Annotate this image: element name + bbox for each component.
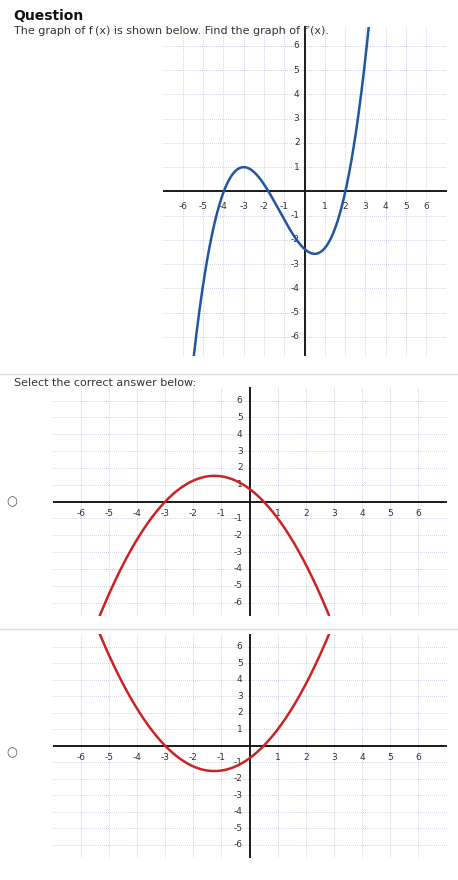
Text: -4: -4 xyxy=(133,510,142,518)
Text: -6: -6 xyxy=(76,753,85,762)
Text: -6: -6 xyxy=(178,202,187,211)
Text: 6: 6 xyxy=(415,510,421,518)
Text: -5: -5 xyxy=(104,510,114,518)
Text: 5: 5 xyxy=(237,413,243,422)
Text: 2: 2 xyxy=(294,138,300,147)
Text: -6: -6 xyxy=(234,598,243,607)
Text: -1: -1 xyxy=(290,211,300,220)
Text: -3: -3 xyxy=(234,791,243,800)
Text: -4: -4 xyxy=(291,284,300,293)
Text: 3: 3 xyxy=(363,202,368,211)
Text: 6: 6 xyxy=(423,202,429,211)
Text: -2: -2 xyxy=(260,202,268,211)
Text: 1: 1 xyxy=(294,163,300,172)
Text: -4: -4 xyxy=(234,564,243,574)
Text: -5: -5 xyxy=(104,753,114,762)
Text: 5: 5 xyxy=(387,753,393,762)
Text: 5: 5 xyxy=(387,510,393,518)
Text: 5: 5 xyxy=(294,66,300,75)
Text: Question: Question xyxy=(14,9,84,23)
Text: -6: -6 xyxy=(234,840,243,849)
Text: 4: 4 xyxy=(383,202,388,211)
Text: Select the correct answer below:: Select the correct answer below: xyxy=(14,378,196,388)
Text: -1: -1 xyxy=(234,758,243,766)
Text: -4: -4 xyxy=(234,807,243,817)
Text: -5: -5 xyxy=(199,202,207,211)
Text: 1: 1 xyxy=(275,510,281,518)
Text: 6: 6 xyxy=(237,642,243,651)
Text: -5: -5 xyxy=(234,824,243,832)
Text: -3: -3 xyxy=(161,753,170,762)
Text: 6: 6 xyxy=(294,41,300,50)
Text: 3: 3 xyxy=(294,114,300,123)
Text: ○: ○ xyxy=(6,495,17,508)
Text: -6: -6 xyxy=(76,510,85,518)
Text: 3: 3 xyxy=(331,753,337,762)
Text: -1: -1 xyxy=(217,510,226,518)
Text: 4: 4 xyxy=(360,510,365,518)
Text: 2: 2 xyxy=(237,708,243,717)
Text: -3: -3 xyxy=(239,202,248,211)
Text: 4: 4 xyxy=(360,753,365,762)
Text: -3: -3 xyxy=(161,510,170,518)
Text: 1: 1 xyxy=(237,480,243,489)
Text: 3: 3 xyxy=(237,692,243,700)
Text: -1: -1 xyxy=(217,753,226,762)
Text: -2: -2 xyxy=(234,531,243,539)
Text: 1: 1 xyxy=(322,202,328,211)
Text: -5: -5 xyxy=(234,581,243,590)
Text: -4: -4 xyxy=(133,753,142,762)
Text: 5: 5 xyxy=(237,659,243,668)
Text: 4: 4 xyxy=(294,90,300,99)
Text: 6: 6 xyxy=(237,396,243,405)
Text: -2: -2 xyxy=(291,236,300,245)
Text: 4: 4 xyxy=(237,429,243,439)
Text: 1: 1 xyxy=(275,753,281,762)
Text: -2: -2 xyxy=(189,753,198,762)
Text: -2: -2 xyxy=(189,510,198,518)
Text: 4: 4 xyxy=(237,675,243,685)
Text: 3: 3 xyxy=(237,447,243,456)
Text: 3: 3 xyxy=(331,510,337,518)
Text: 2: 2 xyxy=(303,510,309,518)
Text: -1: -1 xyxy=(280,202,289,211)
Text: -3: -3 xyxy=(290,260,300,268)
Text: The graph of f (x) is shown below. Find the graph of f′(x).: The graph of f (x) is shown below. Find … xyxy=(14,26,329,36)
Text: 6: 6 xyxy=(415,753,421,762)
Text: -3: -3 xyxy=(234,547,243,556)
Text: 5: 5 xyxy=(403,202,409,211)
Text: 1: 1 xyxy=(237,725,243,734)
Text: -2: -2 xyxy=(234,774,243,783)
Text: 2: 2 xyxy=(237,464,243,473)
Text: ○: ○ xyxy=(6,746,17,759)
Text: 2: 2 xyxy=(342,202,348,211)
Text: -5: -5 xyxy=(290,308,300,317)
Text: -1: -1 xyxy=(234,514,243,523)
Text: -4: -4 xyxy=(219,202,228,211)
Text: -6: -6 xyxy=(290,333,300,341)
Text: 2: 2 xyxy=(303,753,309,762)
